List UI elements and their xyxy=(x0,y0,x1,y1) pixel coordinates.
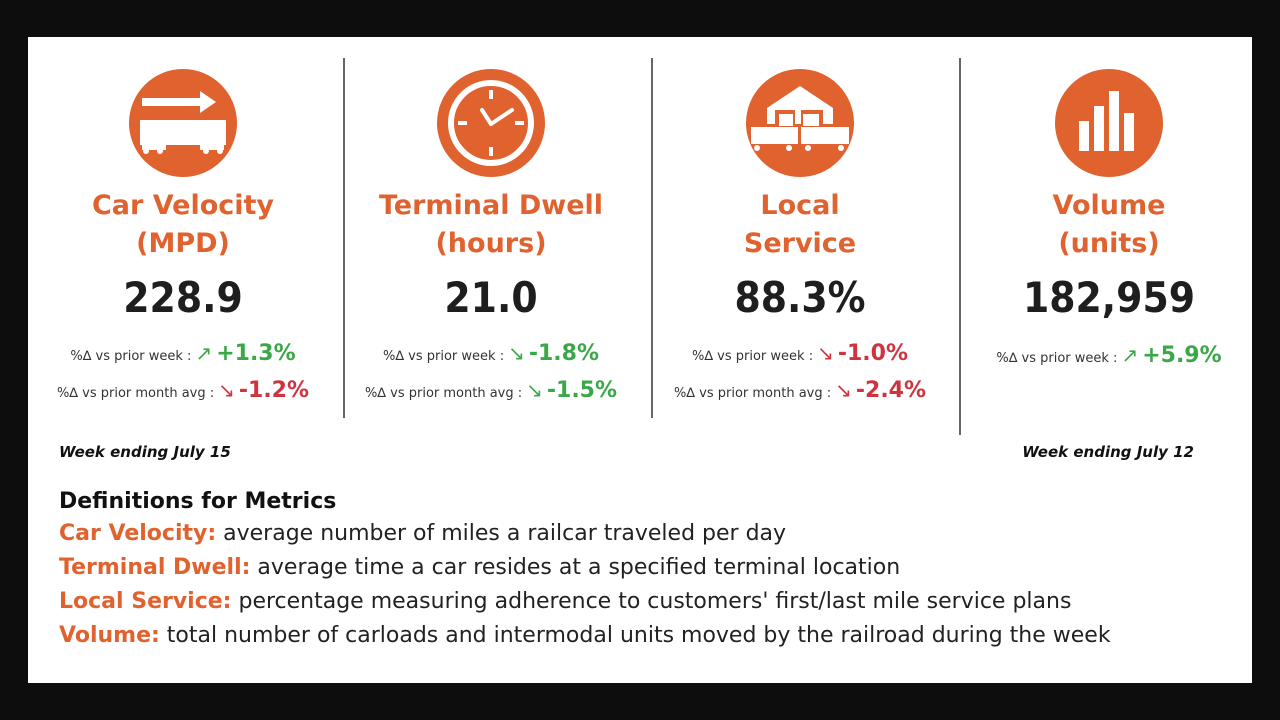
divider xyxy=(343,58,345,418)
bar-chart-icon xyxy=(1055,69,1163,177)
delta-prior-week: %∆ vs prior week : ↘ -1.0% xyxy=(691,341,908,366)
metric-value: 228.9 xyxy=(123,273,243,322)
clock-icon xyxy=(437,69,545,177)
metrics-panel: Car Velocity (MPD) 228.9 %∆ vs prior week… xyxy=(28,37,1252,683)
metric-value: 88.3% xyxy=(734,273,866,322)
railcar-arrow-icon xyxy=(129,69,237,177)
arrow-up-icon: ↗ xyxy=(1121,343,1139,367)
arrow-down-icon: ↘ xyxy=(817,341,834,365)
metric-title: Terminal Dwell (hours) xyxy=(378,190,604,259)
delta-prior-week: %∆ vs prior week : ↗ +1.3% xyxy=(70,341,296,366)
arrow-up-icon: ↗ xyxy=(195,341,213,365)
delta-prior-month: %∆ vs prior month avg : ↘ -1.5% xyxy=(364,378,618,403)
arrow-down-icon: ↘ xyxy=(835,378,852,402)
arrow-down-icon: ↘ xyxy=(508,341,525,365)
arrow-down-icon: ↘ xyxy=(218,378,235,402)
delta-prior-month: %∆ vs prior month avg : ↘ -2.4% xyxy=(673,378,927,403)
metric-title: Local Service xyxy=(743,190,857,259)
delta-prior-week: %∆ vs prior week : ↘ -1.8% xyxy=(382,341,599,366)
week-ending-right: Week ending July 12 xyxy=(1022,443,1194,461)
definition-item: Terminal Dwell: average time a car resid… xyxy=(59,555,901,580)
divider xyxy=(651,58,653,418)
definition-item: Car Velocity: average number of miles a … xyxy=(59,521,787,546)
divider xyxy=(959,58,961,435)
definition-item: Local Service: percentage measuring adhe… xyxy=(59,589,1072,614)
metric-title: Car Velocity (MPD) xyxy=(91,190,275,259)
week-ending-left: Week ending July 15 xyxy=(59,443,231,461)
definitions-title: Definitions for Metrics xyxy=(59,489,337,514)
arrow-down-icon: ↘ xyxy=(526,378,543,402)
metric-value: 182,959 xyxy=(1022,273,1196,322)
definitions: Definitions for Metrics Car Velocity: av… xyxy=(59,487,1111,653)
metric-value: 21.0 xyxy=(444,273,538,322)
delta-prior-week: %∆ vs prior week : ↗ +5.9% xyxy=(996,343,1222,368)
definition-item: Volume: total number of carloads and int… xyxy=(59,623,1111,648)
warehouse-railcars-icon xyxy=(746,69,854,177)
metric-title: Volume (units) xyxy=(1052,190,1166,259)
delta-prior-month: %∆ vs prior month avg : ↘ -1.2% xyxy=(56,378,310,403)
